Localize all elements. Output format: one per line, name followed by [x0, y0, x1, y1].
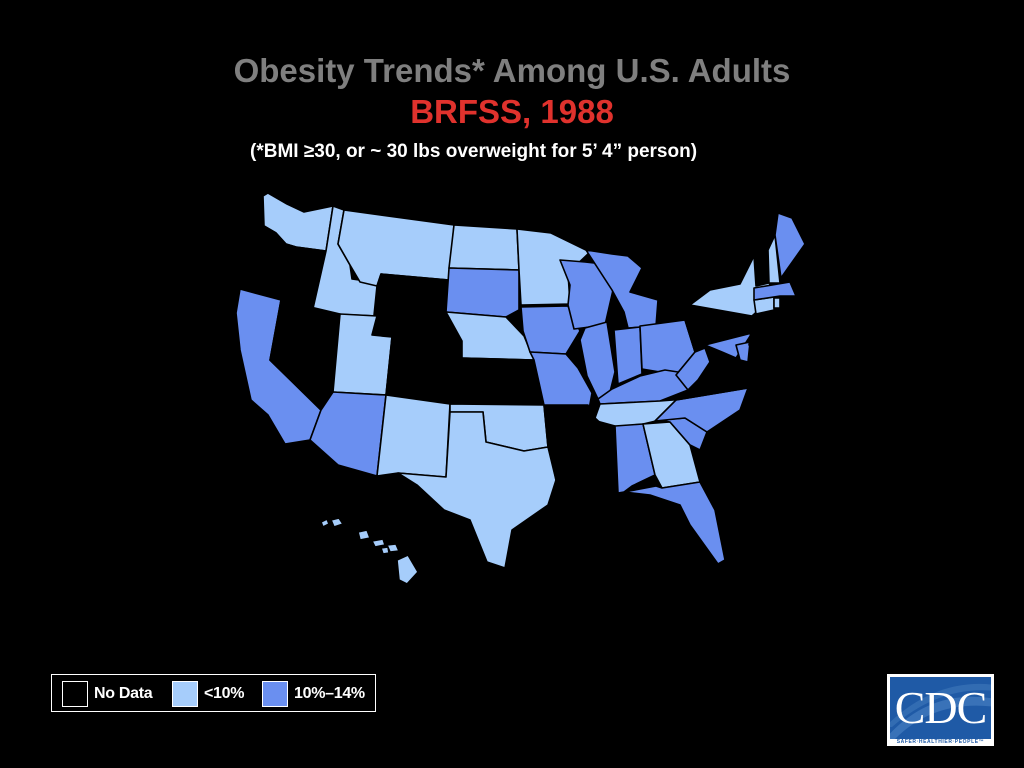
state-hi-island-6	[386, 543, 400, 553]
state-hi-island-5	[380, 546, 390, 555]
cdc-logo-tagline: SAFER·HEALTHIER·PEOPLE™	[896, 739, 985, 745]
state-sd	[445, 267, 520, 318]
state-nj	[748, 319, 763, 351]
chart-title: Obesity Trends* Among U.S. Adults	[233, 52, 791, 89]
cdc-logo-panel: CDC	[890, 677, 991, 739]
hawaii-layer	[320, 517, 419, 585]
legend-swatch-10to14	[262, 681, 288, 707]
state-ks	[458, 357, 545, 406]
state-vt	[753, 249, 770, 287]
state-hi-island-2	[330, 517, 344, 528]
state-de	[735, 341, 751, 363]
states-layer	[235, 192, 806, 569]
legend-item-no-data: No Data	[62, 681, 153, 707]
state-hi-island-3	[357, 529, 371, 541]
state-fl	[623, 481, 726, 565]
state-hi-island-4	[371, 538, 386, 548]
legend-label-no-data: No Data	[94, 685, 153, 702]
state-md	[704, 332, 753, 359]
state-nm	[376, 394, 451, 478]
state-in	[613, 326, 643, 385]
legend-label-lt10: <10%	[204, 685, 245, 702]
state-hi-island-7	[396, 554, 419, 585]
state-ma	[753, 281, 797, 301]
state-me	[774, 212, 806, 279]
cdc-logo-text: CDC	[894, 682, 988, 733]
cdc-logo: CDC SAFER·HEALTHIER·PEOPLE™	[887, 674, 994, 746]
legend-label-10to14: 10%–14%	[294, 685, 365, 702]
state-mi	[585, 249, 659, 329]
state-nd	[448, 224, 520, 271]
chart-subtitle: BRFSS, 1988	[410, 93, 614, 130]
state-nv	[269, 299, 341, 411]
legend-item-lt10: <10%	[172, 681, 244, 707]
cdc-logo-swoosh	[890, 683, 991, 739]
state-la	[550, 454, 602, 506]
state-co	[385, 336, 463, 405]
legend-item-10to14: 10%–14%	[262, 681, 365, 707]
state-ar	[543, 404, 594, 456]
legend: No Data <10% 10%–14%	[51, 674, 376, 712]
legend-swatch-lt10	[172, 681, 198, 707]
state-nh	[767, 234, 781, 284]
bmi-footnote: (*BMI ≥30, or ~ 30 lbs overweight for 5’…	[250, 141, 698, 162]
state-ri	[773, 297, 781, 309]
state-wy	[371, 273, 450, 341]
state-hi-island-1	[320, 518, 330, 528]
state-tx	[397, 411, 557, 569]
legend-swatch-no-data	[62, 681, 88, 707]
